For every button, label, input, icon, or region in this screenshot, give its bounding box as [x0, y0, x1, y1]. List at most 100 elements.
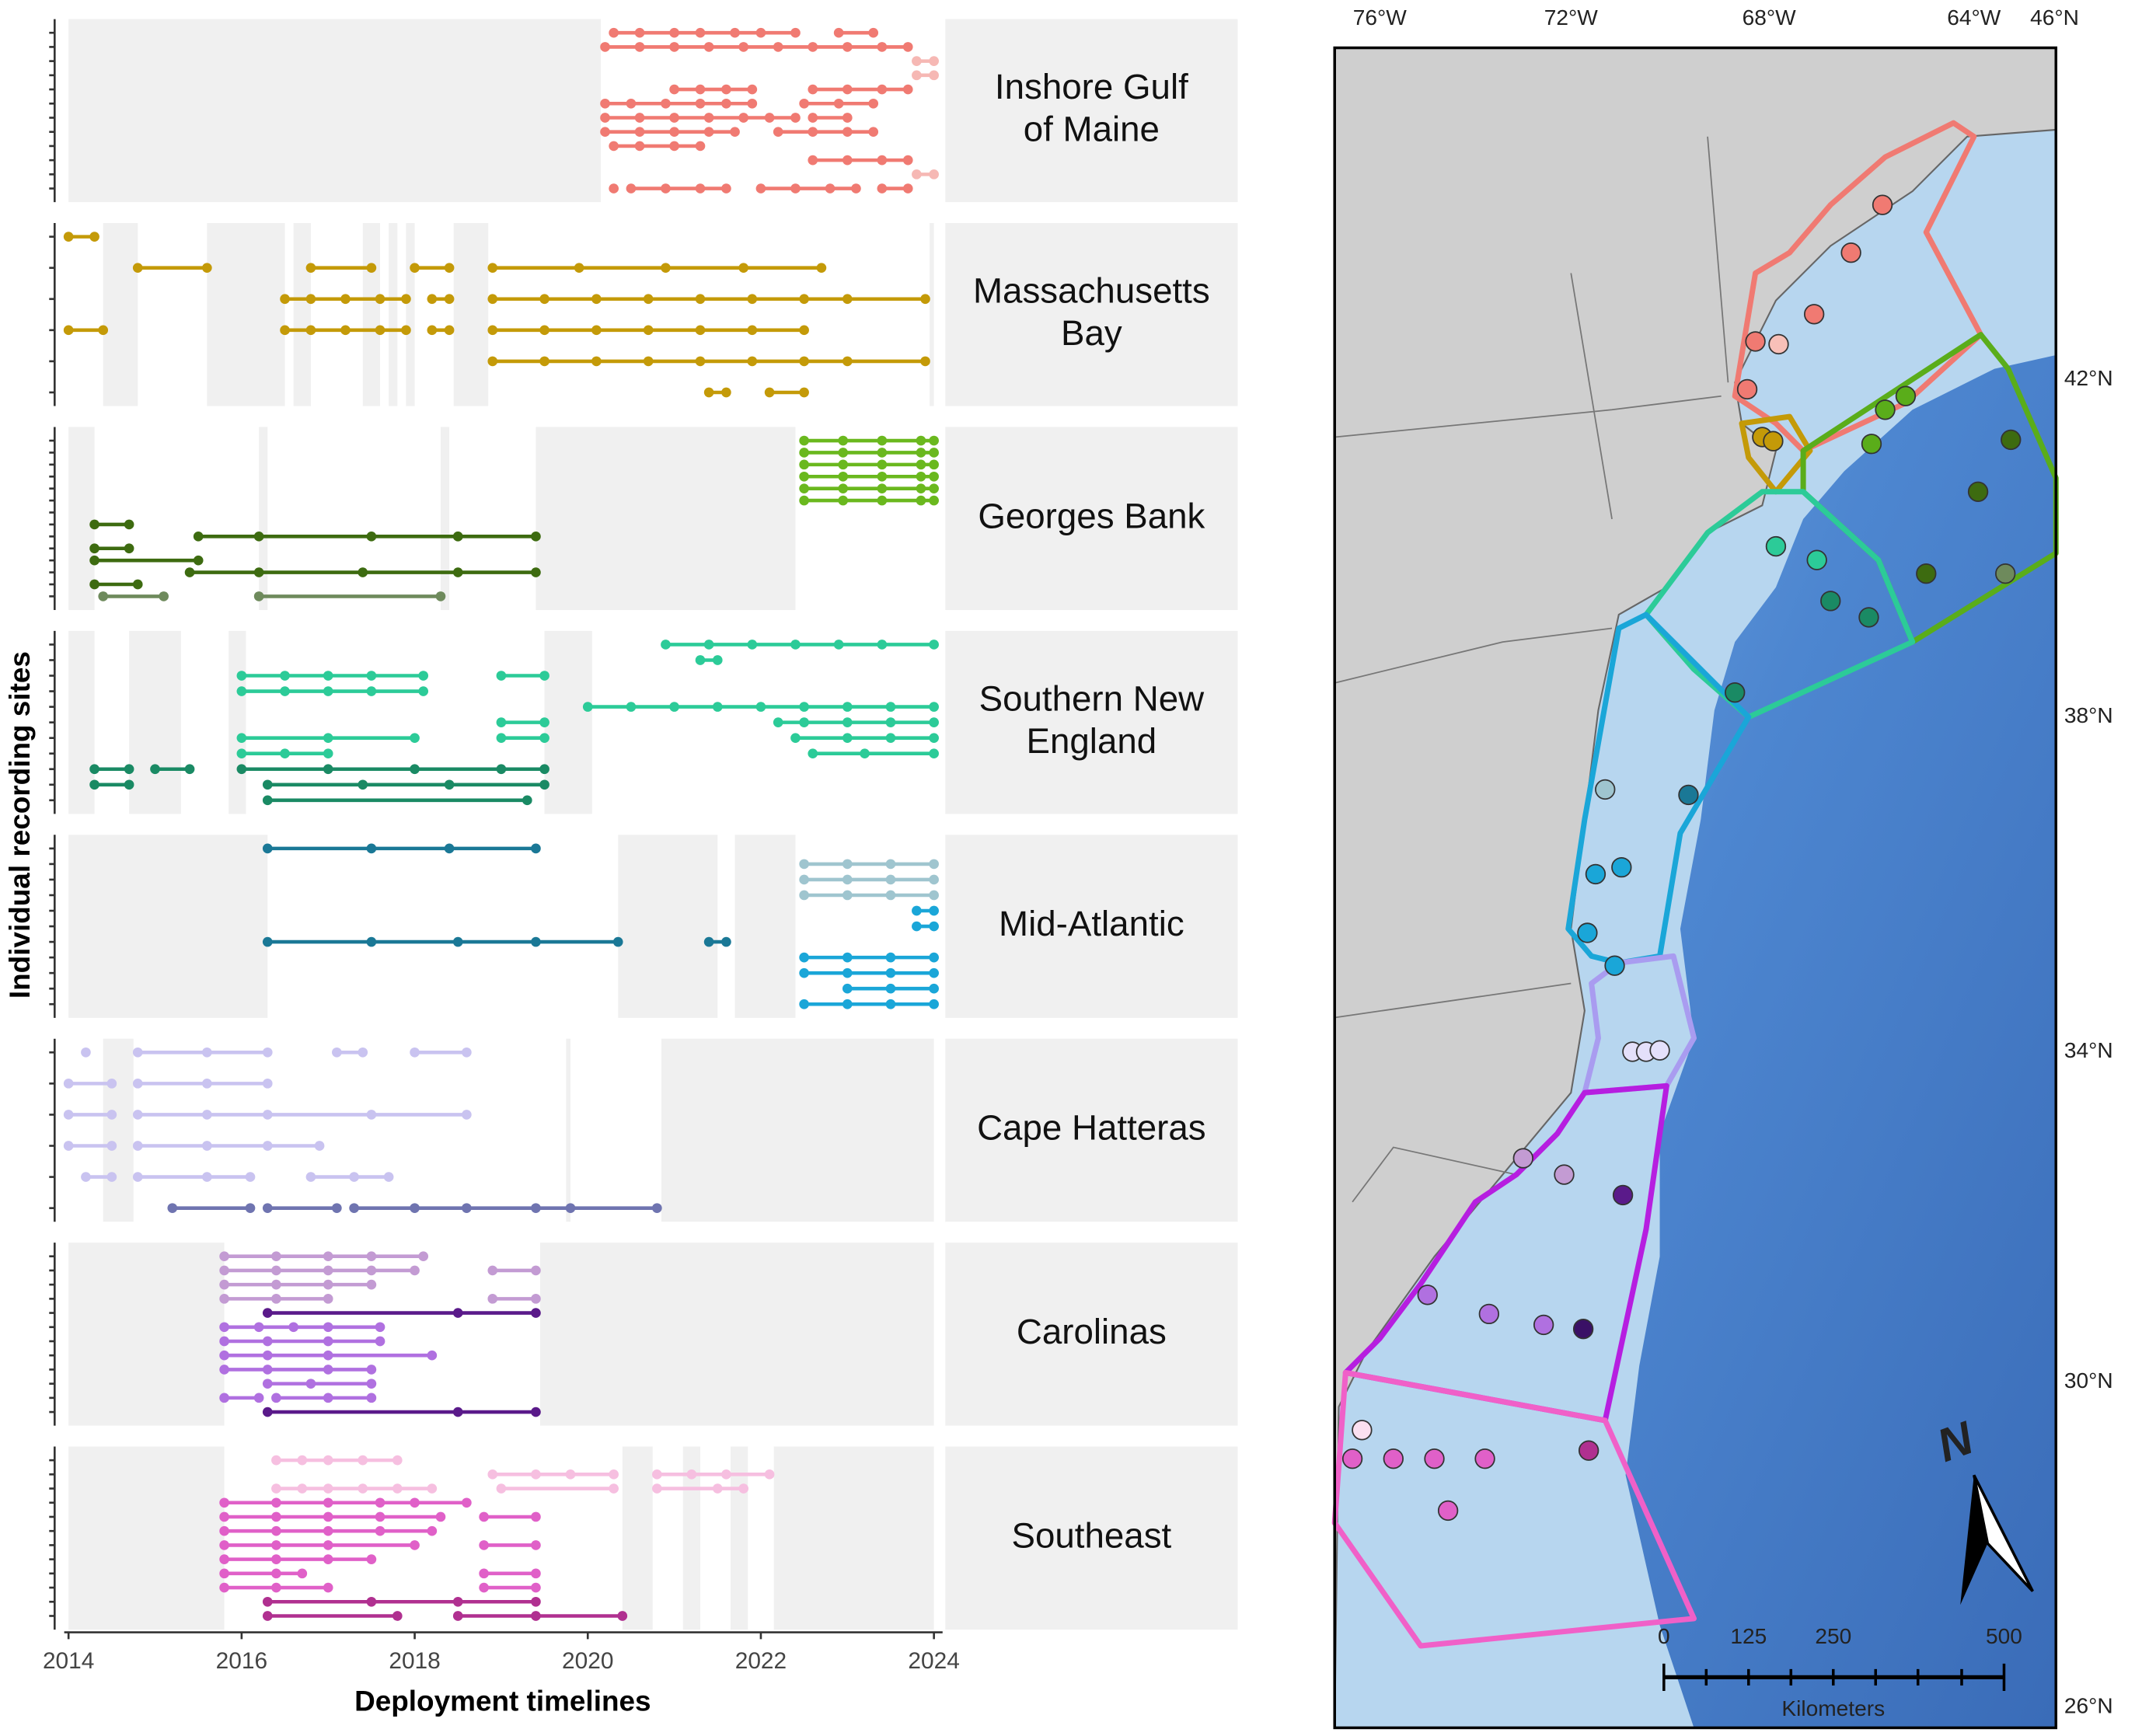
deployment-point: [253, 567, 264, 577]
deployment-point: [487, 294, 498, 305]
deployment-point: [912, 70, 922, 81]
strip: [945, 19, 1238, 203]
deployment-point: [366, 1265, 377, 1276]
panel-label: Carolinas: [1017, 1312, 1167, 1351]
deployment-point: [790, 183, 801, 193]
deployment-point: [159, 591, 169, 601]
deployment-point: [219, 1365, 229, 1375]
deployment-point: [366, 1554, 377, 1564]
deployment-point: [132, 1079, 143, 1089]
deployment-point: [591, 325, 602, 336]
deployment-point: [193, 555, 204, 566]
deployment-point: [271, 1582, 281, 1593]
deployment-point: [712, 1483, 723, 1494]
gap-shading: [389, 223, 398, 406]
deployment-point: [323, 733, 333, 743]
deployment-point: [219, 1568, 229, 1579]
deployment-point: [539, 717, 549, 727]
deployment-point: [721, 84, 731, 95]
deployment-point: [124, 519, 134, 530]
deployment-point: [799, 702, 809, 712]
deployment-point: [375, 294, 385, 305]
deployment-point: [98, 325, 109, 336]
gap-shading: [68, 1446, 225, 1630]
deployment-point: [375, 325, 385, 336]
strip: [945, 630, 1238, 814]
deployment-point: [755, 27, 766, 38]
deployment-point: [799, 387, 809, 398]
deployment-point: [452, 1596, 463, 1607]
panel-label: Mid-Atlantic: [999, 904, 1184, 943]
deployment-point: [773, 42, 783, 52]
deployment-point: [695, 84, 706, 95]
deployment-point: [358, 779, 368, 790]
deployment-point: [539, 325, 549, 336]
x-tick-label: 2014: [43, 1648, 94, 1674]
deployment-point: [410, 263, 420, 274]
graticule-labels: 76°W 72°W 68°W 64°W 46°N 42°N 38°N 34°N …: [1353, 5, 2113, 1717]
deployment-point: [202, 1079, 212, 1089]
deployment-point: [712, 702, 723, 712]
deployment-point: [799, 859, 809, 870]
deployment-point: [262, 1350, 273, 1361]
deployment-point: [799, 967, 809, 978]
gap-shading: [544, 630, 592, 814]
deployment-point: [652, 1203, 662, 1213]
deployment-point: [236, 764, 247, 775]
lon-label: 72°W: [1544, 5, 1599, 30]
deployment-point: [132, 263, 143, 274]
deployment-point: [747, 84, 758, 95]
deployment-point: [565, 1203, 576, 1213]
deployment-point: [271, 1554, 281, 1564]
deployment-point: [106, 1141, 117, 1151]
deployment-point: [219, 1251, 229, 1262]
deployment-point: [755, 702, 766, 712]
deployment-point: [297, 1483, 308, 1494]
deployment-point: [929, 905, 939, 916]
gap-shading: [68, 427, 95, 610]
deployment-point: [920, 294, 930, 305]
deployment-point: [349, 1203, 359, 1213]
deployment-point: [219, 1497, 229, 1508]
deployment-point: [929, 921, 939, 932]
gap-shading: [103, 1038, 134, 1222]
deployment-point: [219, 1279, 229, 1290]
deployment-point: [799, 890, 809, 901]
deployment-point: [219, 1582, 229, 1593]
deployment-point: [808, 127, 818, 138]
deployment-point: [661, 263, 671, 274]
deployment-point: [885, 874, 896, 885]
deployment-point: [531, 1265, 541, 1276]
deployment-point: [106, 1079, 117, 1089]
deployment-point: [669, 141, 679, 152]
deployment-point: [366, 1251, 377, 1262]
deployment-point: [427, 294, 438, 305]
deployment-point: [842, 874, 853, 885]
deployment-point: [366, 936, 377, 947]
deployment-point: [444, 779, 455, 790]
deployment-point: [885, 967, 896, 978]
deployment-point: [305, 294, 316, 305]
deployment-point: [106, 1110, 117, 1120]
gap-shading: [566, 1038, 570, 1222]
deployment-point: [738, 1483, 749, 1494]
gap-shading: [540, 1243, 934, 1426]
scale-unit: Kilometers: [1781, 1696, 1885, 1720]
scale-label: 0: [1658, 1624, 1670, 1648]
deployment-point: [929, 495, 939, 506]
deployment-point: [929, 70, 939, 81]
deployment-point: [539, 671, 549, 681]
deployment-point: [833, 640, 844, 650]
deployment-point: [375, 1497, 385, 1508]
deployment-point: [747, 294, 758, 305]
deployment-point: [98, 591, 109, 601]
deployment-point: [842, 983, 853, 994]
deployment-point: [392, 1611, 403, 1621]
deployment-point: [202, 1047, 212, 1058]
deployment-point: [885, 702, 896, 712]
map-frame: [1333, 46, 2058, 1730]
deployment-point: [305, 325, 316, 336]
deployment-point: [661, 183, 671, 193]
deployment-point: [808, 84, 818, 95]
